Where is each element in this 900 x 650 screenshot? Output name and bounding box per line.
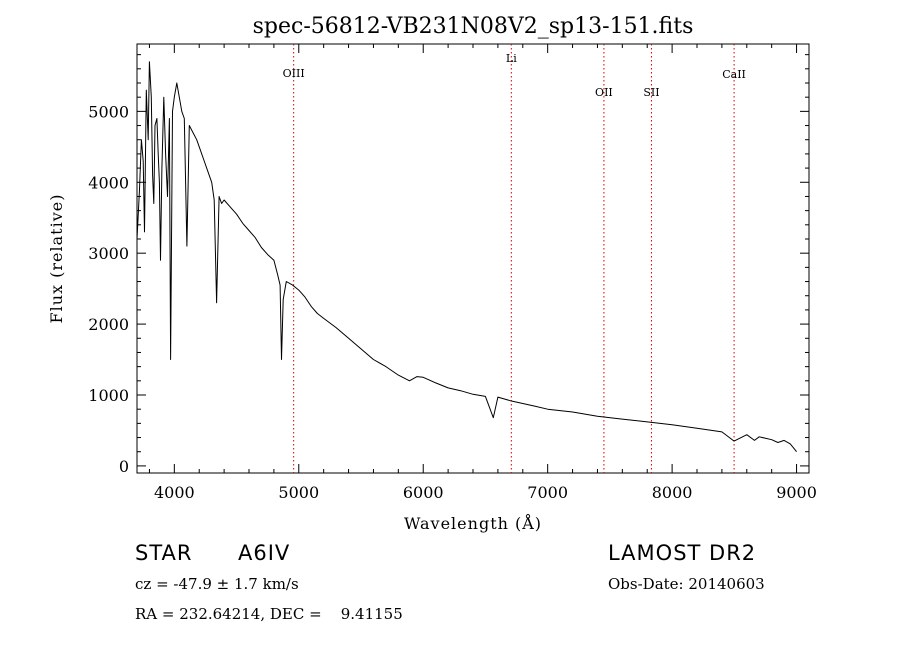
spectrum-line	[137, 61, 797, 453]
x-tick-label: 8000	[652, 483, 693, 502]
x-tick-label: 5000	[278, 483, 319, 502]
observation-date-label: Obs-Date: 20140603	[608, 575, 765, 593]
x-axis-label: Wavelength (Å)	[404, 513, 542, 533]
y-tick-label: 5000	[88, 102, 129, 121]
spectral-subclass-label: A6IV	[238, 541, 291, 565]
plot-frame	[136, 43, 810, 474]
y-tick-label: 2000	[88, 315, 129, 334]
x-tick-label: 9000	[776, 483, 817, 502]
chart-title: spec-56812-VB231N08V2_sp13-151.fits	[253, 14, 694, 39]
y-tick-label: 0	[119, 457, 129, 476]
redshift-label: cz = -47.9 ± 1.7 km/s	[135, 575, 299, 593]
coordinates-label: RA = 232.64214, DEC = 9.41155	[135, 605, 403, 623]
x-tick-label: 7000	[527, 483, 568, 502]
y-axis-label: Flux (relative)	[47, 194, 66, 324]
spectral-line-label: OII	[595, 86, 613, 99]
spectral-line-label: CaII	[722, 68, 746, 81]
y-tick-label: 4000	[88, 173, 129, 192]
spectral-line-label: Li	[506, 52, 517, 65]
spectral-line-label: SII	[643, 86, 659, 99]
x-tick-label: 4000	[154, 483, 195, 502]
y-tick-label: 1000	[88, 386, 129, 405]
x-tick-label: 6000	[403, 483, 444, 502]
survey-label: LAMOST DR2	[608, 541, 757, 565]
y-tick-label: 3000	[88, 244, 129, 263]
object-class-label: STAR	[135, 541, 193, 565]
spectral-line-label: OIII	[283, 67, 305, 80]
